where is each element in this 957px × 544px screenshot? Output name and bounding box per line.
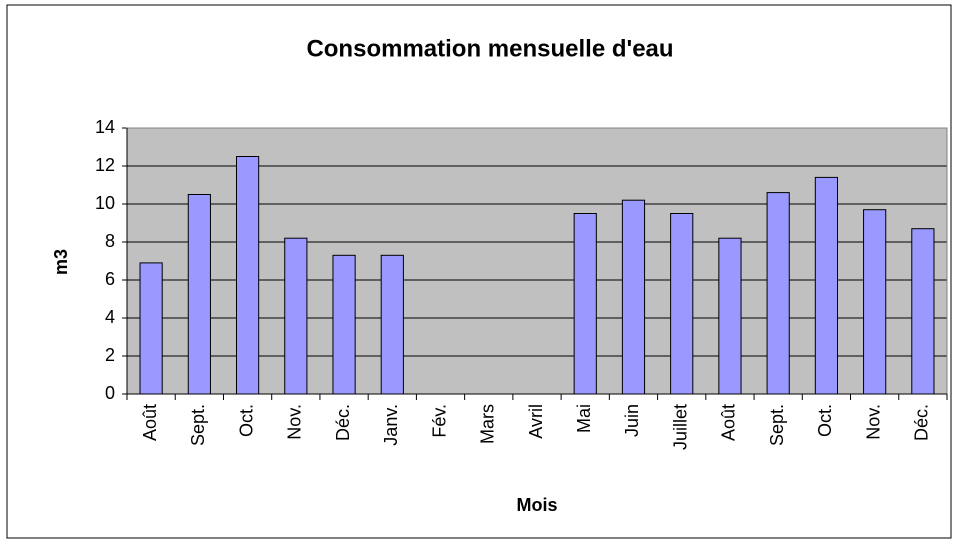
bar bbox=[814, 176, 839, 395]
bar bbox=[139, 262, 163, 395]
y-tick-label: 14 bbox=[95, 117, 115, 137]
plot-area bbox=[127, 128, 947, 394]
bar bbox=[718, 237, 742, 395]
x-tick-label: Oct. bbox=[236, 404, 256, 437]
x-tick-label: Mars bbox=[478, 404, 498, 444]
x-tick-label: Janv. bbox=[381, 404, 401, 446]
x-tick-label: Avril bbox=[526, 404, 546, 439]
x-tick-label: Fév. bbox=[429, 404, 449, 438]
x-tick-label: Août bbox=[140, 404, 160, 441]
x-tick-label: Août bbox=[719, 404, 739, 441]
bar bbox=[235, 156, 260, 395]
y-tick-label: 6 bbox=[105, 269, 115, 289]
bar bbox=[621, 199, 646, 395]
x-tick-label: Mai bbox=[574, 404, 594, 433]
x-tick-label: Juillet bbox=[670, 404, 690, 450]
y-tick-label: 8 bbox=[105, 231, 115, 251]
bar bbox=[284, 237, 308, 395]
y-tick-label: 2 bbox=[105, 345, 115, 365]
x-tick-label: Juin bbox=[622, 404, 642, 437]
y-axis-label: m3 bbox=[51, 249, 71, 275]
bar bbox=[187, 194, 211, 395]
x-tick-label: Nov. bbox=[285, 404, 305, 440]
bar bbox=[670, 213, 694, 395]
y-tick-label: 4 bbox=[105, 307, 115, 327]
x-tick-label: Déc. bbox=[333, 404, 353, 441]
x-tick-label: Oct. bbox=[815, 404, 835, 437]
y-tick-label: 12 bbox=[95, 155, 115, 175]
x-axis-label: Mois bbox=[516, 495, 557, 515]
bar bbox=[863, 209, 887, 395]
y-tick-label: 10 bbox=[95, 193, 115, 213]
bar bbox=[573, 213, 597, 395]
y-tick-label: 0 bbox=[105, 383, 115, 403]
chart-title: Consommation mensuelle d'eau bbox=[306, 35, 673, 62]
x-tick-label: Sept. bbox=[188, 404, 208, 446]
x-tick-label: Déc. bbox=[912, 404, 932, 441]
bar bbox=[911, 228, 935, 395]
bar bbox=[332, 254, 356, 395]
x-tick-label: Nov. bbox=[863, 404, 883, 440]
bar bbox=[766, 192, 790, 395]
x-tick-label: Sept. bbox=[767, 404, 787, 446]
bar bbox=[380, 254, 404, 395]
